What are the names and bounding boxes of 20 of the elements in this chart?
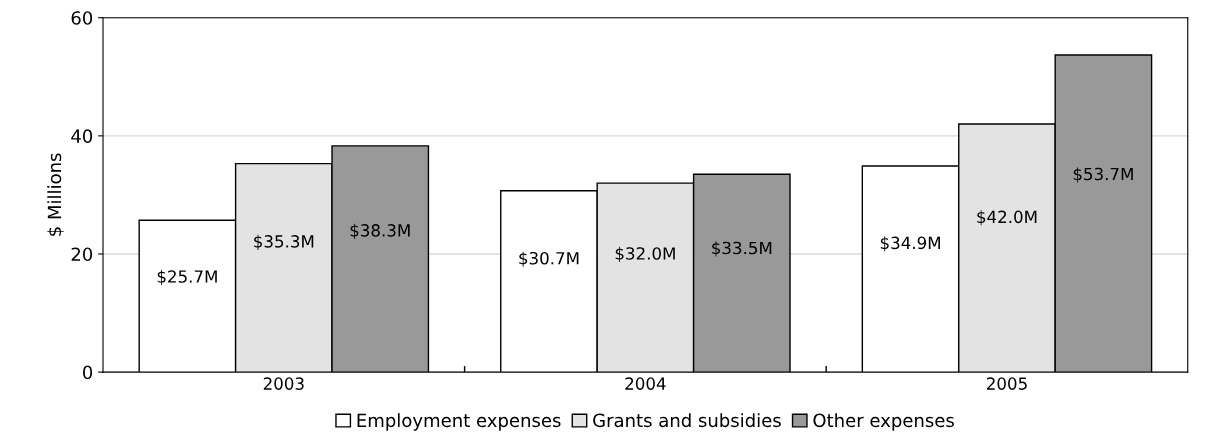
- x-tick-label: 2003: [263, 377, 304, 390]
- data-label: $34.9M: [880, 236, 940, 252]
- data-label: $53.7M: [1073, 167, 1133, 183]
- data-label: $25.7M: [157, 269, 217, 286]
- x-tick-label: 2004: [625, 377, 666, 390]
- y-tick-label: 60: [71, 11, 93, 25]
- legend-label: Grants and subsidies: [593, 413, 781, 428]
- x-tick-label: 2005: [986, 377, 1027, 390]
- data-label: $30.7M: [519, 251, 579, 267]
- data-label: $42.0M: [977, 210, 1037, 226]
- y-tick-label: 20: [71, 247, 93, 262]
- data-label: $33.5M: [712, 241, 772, 257]
- data-label: $35.3M: [254, 234, 314, 250]
- y-tick-label: 0: [83, 365, 93, 380]
- y-axis-title: $ Millions: [47, 153, 64, 236]
- y-tick-label: 40: [71, 129, 93, 143]
- data-label: $38.3M: [350, 223, 410, 239]
- legend-label: Employment expenses: [357, 413, 561, 431]
- legend-label: Other expenses: [813, 413, 954, 431]
- data-label: $32.0M: [615, 246, 675, 262]
